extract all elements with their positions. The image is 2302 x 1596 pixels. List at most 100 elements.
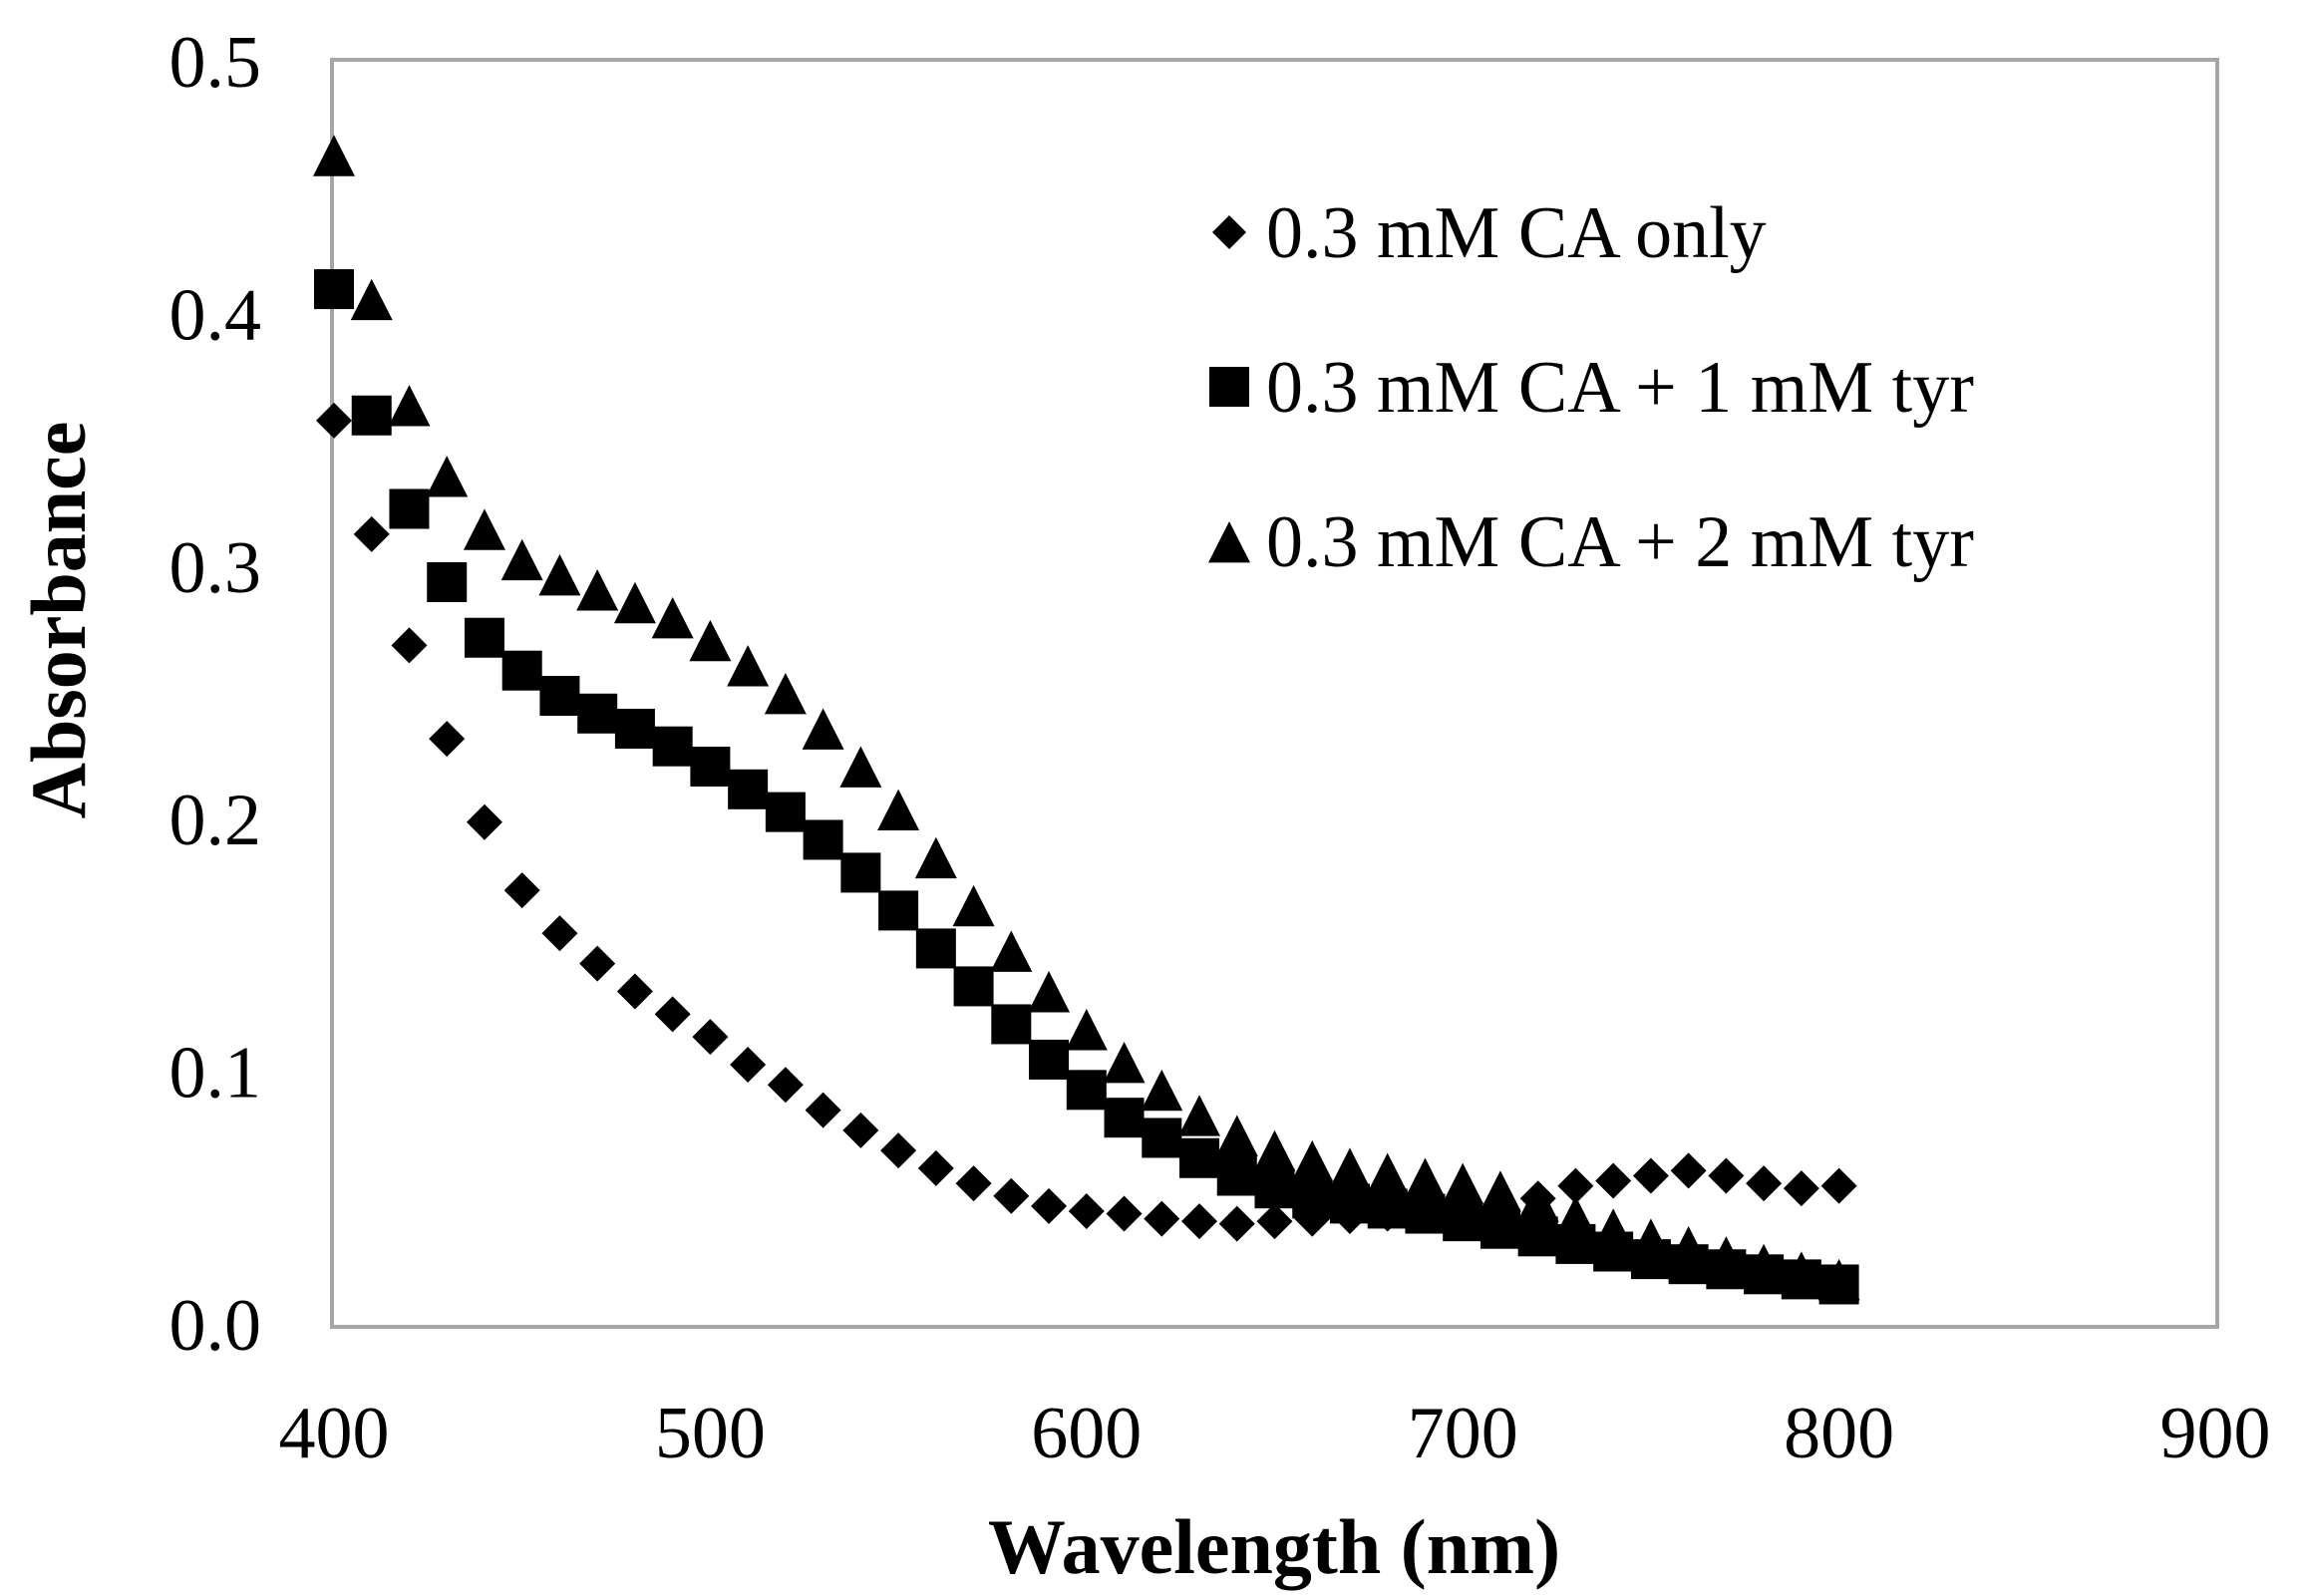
diamond-point bbox=[1068, 1192, 1105, 1229]
plot-area-frame bbox=[330, 58, 2219, 1329]
triangle-point bbox=[313, 135, 355, 176]
triangle-point bbox=[952, 884, 995, 927]
triangle-point bbox=[802, 708, 844, 750]
series-2 bbox=[314, 269, 1859, 1305]
diamond-point bbox=[503, 872, 540, 909]
y-tick-label: 0.2 bbox=[169, 780, 262, 861]
x-axis-ticks: 400 500 600 700 800 900 bbox=[279, 1393, 2271, 1474]
square-point bbox=[577, 693, 618, 734]
x-tick-label: 700 bbox=[1408, 1393, 1518, 1474]
square-point bbox=[1179, 1137, 1220, 1178]
square-point bbox=[351, 395, 392, 436]
diamond-point bbox=[391, 627, 428, 664]
triangle-point bbox=[1479, 1170, 1521, 1212]
square-point bbox=[991, 1004, 1032, 1045]
diamond-point bbox=[1632, 1157, 1669, 1194]
triangle-point bbox=[839, 746, 882, 788]
square-point bbox=[1216, 1155, 1257, 1196]
diamond-point bbox=[1820, 1167, 1857, 1204]
triangle-point bbox=[1705, 1236, 1748, 1278]
square-point bbox=[840, 852, 881, 893]
triangle-point bbox=[1667, 1225, 1710, 1268]
legend-item: 0.3 mM CA only bbox=[1212, 192, 1767, 274]
triangle-point bbox=[350, 278, 393, 321]
diamond-point bbox=[1557, 1167, 1594, 1204]
diamond-point bbox=[1746, 1165, 1783, 1202]
square-point bbox=[501, 650, 542, 691]
triangle-point bbox=[1554, 1195, 1597, 1237]
triangle-point bbox=[426, 456, 469, 497]
diamond-point bbox=[1670, 1152, 1707, 1189]
diamond-point bbox=[1031, 1187, 1068, 1224]
triangle-point bbox=[877, 789, 920, 830]
triangle-point bbox=[388, 385, 431, 427]
diamond-point bbox=[1256, 1203, 1293, 1240]
triangle-point bbox=[1404, 1157, 1447, 1199]
y-tick-label: 0.3 bbox=[169, 527, 262, 609]
diamond-point bbox=[541, 915, 578, 952]
triangle-point bbox=[1065, 1009, 1108, 1051]
square-point bbox=[1367, 1188, 1408, 1229]
triangle-point bbox=[764, 673, 807, 715]
x-tick-label: 800 bbox=[1784, 1393, 1894, 1474]
diamond-point bbox=[1181, 1203, 1218, 1240]
square-point bbox=[690, 746, 731, 787]
square-point bbox=[1517, 1216, 1558, 1257]
triangle-point bbox=[1291, 1139, 1334, 1182]
square-point bbox=[765, 792, 806, 832]
triangle-point bbox=[1516, 1180, 1559, 1222]
diamond-point bbox=[730, 1046, 767, 1083]
square-point bbox=[1104, 1098, 1145, 1138]
square-point bbox=[728, 769, 769, 809]
triangle-point bbox=[1028, 971, 1071, 1013]
square-point bbox=[539, 676, 580, 717]
square-point bbox=[915, 928, 956, 969]
diamond-point bbox=[1708, 1157, 1745, 1194]
y-axis-ticks: 0.0 0.1 0.2 0.3 0.4 0.5 bbox=[169, 22, 262, 1367]
triangle-point bbox=[1215, 1115, 1258, 1156]
triangle-point bbox=[727, 645, 770, 687]
square-point bbox=[1254, 1168, 1295, 1209]
diamond-point bbox=[1144, 1200, 1180, 1237]
diamond-point bbox=[1106, 1195, 1143, 1232]
triangle-point bbox=[538, 553, 581, 596]
legend-marker-diamond bbox=[1212, 215, 1246, 249]
triangle-point bbox=[1743, 1243, 1786, 1286]
x-axis-title: Wavelength (nm) bbox=[988, 1503, 1560, 1590]
x-tick-label: 500 bbox=[655, 1393, 766, 1474]
triangle-point bbox=[1629, 1218, 1672, 1260]
y-tick-label: 0.0 bbox=[169, 1285, 262, 1367]
square-point bbox=[389, 488, 430, 529]
data-marks bbox=[313, 135, 1860, 1305]
legend-label: 0.3 mM CA only bbox=[1266, 192, 1767, 274]
legend-item: 0.3 mM CA + 1 mM tyr bbox=[1209, 347, 1974, 429]
square-point bbox=[1480, 1208, 1520, 1249]
square-point bbox=[652, 726, 693, 767]
triangle-point bbox=[689, 619, 732, 662]
triangle-point bbox=[1366, 1152, 1409, 1194]
triangle-point bbox=[500, 538, 543, 581]
triangle-point bbox=[1328, 1147, 1371, 1189]
x-tick-label: 400 bbox=[279, 1393, 390, 1474]
triangle-point bbox=[1442, 1162, 1484, 1205]
triangle-point bbox=[1780, 1251, 1822, 1293]
diamond-point bbox=[917, 1149, 954, 1186]
y-tick-label: 0.4 bbox=[169, 274, 262, 356]
diamond-point bbox=[429, 721, 466, 758]
triangle-point bbox=[651, 597, 694, 639]
triangle-point bbox=[1103, 1041, 1146, 1084]
square-point bbox=[1405, 1193, 1446, 1234]
triangle-point bbox=[990, 930, 1033, 972]
legend: 0.3 mM CA only 0.3 mM CA + 1 mM tyr 0.3 mM… bbox=[1208, 192, 1974, 583]
x-tick-label: 600 bbox=[1031, 1393, 1142, 1474]
legend-label: 0.3 mM CA + 2 mM tyr bbox=[1266, 501, 1974, 583]
diamond-point bbox=[353, 515, 390, 552]
square-point bbox=[953, 966, 994, 1007]
diamond-point bbox=[316, 402, 352, 439]
diamond-point bbox=[466, 803, 502, 840]
square-point bbox=[803, 819, 843, 860]
diamond-point bbox=[955, 1165, 992, 1202]
triangle-point bbox=[1141, 1069, 1183, 1112]
triangle-point bbox=[914, 836, 957, 879]
